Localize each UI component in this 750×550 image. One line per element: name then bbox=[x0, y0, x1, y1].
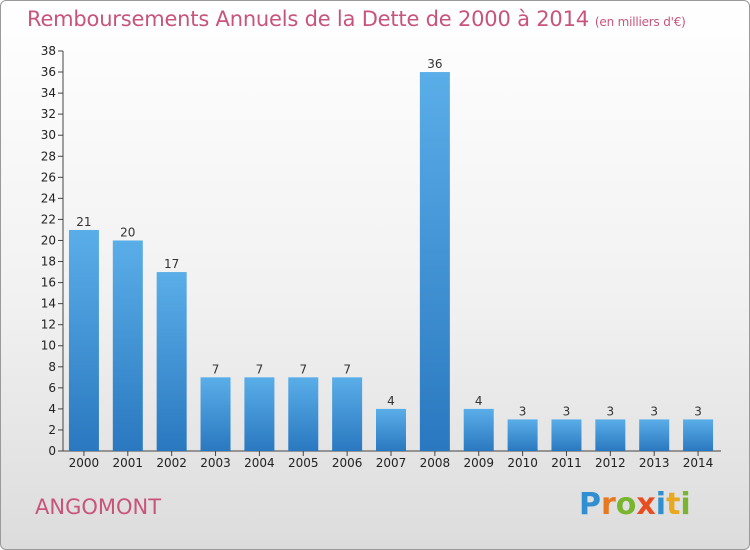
bar-value-label: 21 bbox=[76, 215, 91, 229]
commune-name: ANGOMONT bbox=[35, 495, 162, 519]
logo-letter: i bbox=[655, 487, 667, 522]
y-tick-label: 34 bbox=[41, 86, 56, 100]
logo-letter: r bbox=[601, 487, 616, 522]
y-tick-label: 22 bbox=[41, 212, 56, 226]
bar-value-label: 7 bbox=[212, 362, 220, 376]
x-tick-label: 2004 bbox=[244, 456, 275, 470]
bar-value-label: 4 bbox=[387, 394, 395, 408]
bar bbox=[68, 229, 99, 451]
logo-letter: P bbox=[579, 487, 601, 522]
logo-letter: o bbox=[615, 487, 637, 522]
bar bbox=[112, 240, 143, 451]
y-tick-label: 24 bbox=[41, 191, 56, 205]
y-tick-label: 8 bbox=[48, 360, 56, 374]
x-tick-label: 2002 bbox=[156, 456, 187, 470]
bar bbox=[156, 272, 187, 451]
bar bbox=[595, 419, 626, 451]
x-tick-label: 2012 bbox=[595, 456, 626, 470]
bar-value-label: 4 bbox=[475, 394, 483, 408]
logo-letter: x bbox=[636, 487, 656, 522]
unit-note: (en milliers d'€) bbox=[594, 15, 686, 29]
x-tick-label: 2009 bbox=[463, 456, 494, 470]
y-tick-label: 2 bbox=[48, 423, 56, 437]
bar-value-label: 7 bbox=[299, 362, 307, 376]
bar-value-label: 3 bbox=[607, 404, 615, 418]
bar-value-label: 3 bbox=[519, 404, 527, 418]
y-tick-label: 6 bbox=[48, 381, 56, 395]
bar bbox=[244, 377, 275, 451]
y-tick-label: 10 bbox=[41, 339, 56, 353]
x-tick-label: 2001 bbox=[113, 456, 144, 470]
y-tick-label: 26 bbox=[41, 170, 56, 184]
y-tick-label: 4 bbox=[48, 402, 56, 416]
bar-value-label: 3 bbox=[694, 404, 702, 418]
chart-title: Remboursements Annuels de la Dette de 20… bbox=[27, 7, 686, 31]
x-tick-label: 2007 bbox=[376, 456, 407, 470]
x-tick-label: 2006 bbox=[332, 456, 363, 470]
bar-value-label: 3 bbox=[650, 404, 658, 418]
y-tick-label: 12 bbox=[41, 318, 56, 332]
bar bbox=[463, 408, 494, 451]
logo-letter: t bbox=[666, 487, 681, 522]
y-tick-label: 16 bbox=[41, 276, 56, 290]
y-tick-label: 14 bbox=[41, 297, 56, 311]
y-tick-label: 32 bbox=[41, 107, 56, 121]
bar bbox=[639, 419, 670, 451]
x-axis: 2000 2001 2002 2003 2004 2005 2006 2007 2008 2009… bbox=[63, 450, 721, 470]
bar bbox=[288, 377, 319, 451]
x-tick-label: 2008 bbox=[420, 456, 451, 470]
bar-value-label: 36 bbox=[427, 57, 442, 71]
bars: 21 20 17 7 7 7 7 4 36 4 3 3 3 3 3 bbox=[68, 57, 714, 451]
x-tick-label: 2005 bbox=[288, 456, 319, 470]
x-tick-label: 2013 bbox=[639, 456, 670, 470]
x-tick-label: 2011 bbox=[551, 456, 582, 470]
bar bbox=[332, 377, 363, 451]
y-tick-label: 28 bbox=[41, 149, 56, 163]
bar bbox=[551, 419, 582, 451]
y-tick-label: 38 bbox=[41, 44, 56, 58]
title-text: Remboursements Annuels de la Dette de 20… bbox=[27, 7, 589, 31]
bar-value-label: 3 bbox=[563, 404, 571, 418]
y-tick-label: 30 bbox=[41, 128, 56, 142]
y-tick-label: 20 bbox=[41, 233, 56, 247]
bar bbox=[376, 408, 406, 451]
bar-value-label: 7 bbox=[256, 362, 264, 376]
x-tick-label: 2003 bbox=[200, 456, 231, 470]
bar-value-label: 20 bbox=[120, 225, 135, 239]
x-tick-label: 2014 bbox=[683, 456, 714, 470]
logo-letter: i bbox=[680, 487, 691, 522]
bar bbox=[419, 72, 450, 451]
bar-value-label: 7 bbox=[343, 362, 351, 376]
y-tick-label: 0 bbox=[48, 444, 56, 458]
bar-value-label: 17 bbox=[164, 257, 179, 271]
y-tick-label: 18 bbox=[41, 255, 56, 269]
x-tick-label: 2010 bbox=[507, 456, 538, 470]
bar bbox=[683, 419, 714, 451]
bar bbox=[507, 419, 538, 451]
proxiti-logo[interactable]: Proxiti bbox=[579, 487, 691, 522]
bar bbox=[200, 377, 231, 451]
y-tick-label: 36 bbox=[41, 65, 56, 79]
x-tick-label: 2000 bbox=[69, 456, 100, 470]
